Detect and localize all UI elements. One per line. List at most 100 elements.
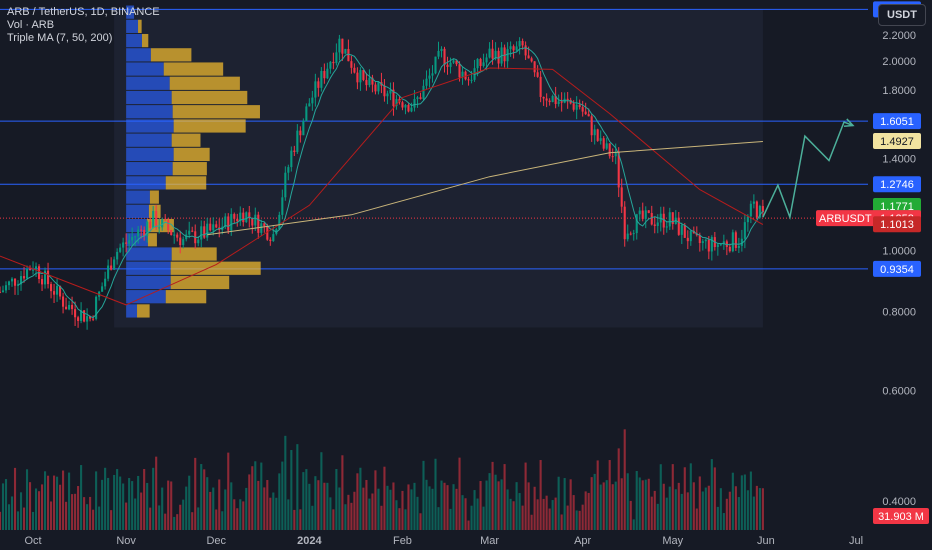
volume-bar bbox=[431, 488, 434, 530]
candle-body bbox=[551, 95, 554, 103]
volume-bar bbox=[263, 487, 266, 530]
candle-body bbox=[164, 219, 167, 221]
y-tick-label: 0.6000 bbox=[882, 385, 916, 397]
volume-bar bbox=[77, 486, 80, 530]
candle-body bbox=[80, 310, 83, 321]
volume-bar bbox=[89, 496, 92, 530]
volume-bar bbox=[137, 475, 140, 530]
volume-bar bbox=[545, 495, 548, 530]
volume-indicator-label[interactable]: Vol · ARB bbox=[7, 19, 55, 31]
volume-bar bbox=[587, 492, 590, 530]
volume-bar bbox=[68, 472, 71, 530]
candle-body bbox=[515, 46, 518, 51]
volume-bar bbox=[581, 504, 584, 530]
candle-body bbox=[479, 58, 482, 66]
volume-bar bbox=[74, 493, 77, 530]
volume-bar bbox=[656, 503, 659, 530]
candle-body bbox=[170, 230, 173, 236]
candle-body bbox=[644, 210, 647, 219]
vp-sell-bar bbox=[172, 105, 260, 119]
candle-body bbox=[203, 226, 206, 238]
volume-bar bbox=[28, 482, 32, 530]
candle-body bbox=[53, 291, 56, 295]
volume-bar bbox=[416, 496, 419, 530]
candle-body bbox=[749, 203, 752, 217]
vp-buy-bar bbox=[126, 5, 135, 19]
currency-button[interactable]: USDT bbox=[878, 4, 926, 26]
volume-bar bbox=[275, 497, 278, 530]
volume-bar bbox=[170, 481, 173, 530]
candle-body bbox=[257, 214, 260, 233]
candle-body bbox=[365, 79, 368, 86]
candle-body bbox=[755, 201, 758, 218]
volume-bar bbox=[290, 450, 293, 530]
volume-bar bbox=[494, 474, 497, 530]
candle-body bbox=[731, 232, 734, 252]
candle-body bbox=[683, 224, 686, 238]
candle-body bbox=[605, 143, 608, 149]
candle-body bbox=[509, 46, 512, 50]
volume-bar bbox=[509, 498, 512, 530]
candle-body bbox=[668, 212, 671, 227]
volume-bar bbox=[281, 461, 284, 530]
ma-indicator-label[interactable]: Triple MA (7, 50, 200) bbox=[7, 32, 113, 44]
volume-bar bbox=[641, 480, 644, 530]
volume-bar bbox=[506, 489, 509, 530]
candle-body bbox=[623, 206, 626, 240]
volume-bar bbox=[212, 487, 215, 530]
candle-body bbox=[7, 281, 11, 286]
candle-body bbox=[680, 224, 683, 235]
volume-bar bbox=[302, 472, 305, 530]
candle-body bbox=[503, 47, 506, 62]
candle-body bbox=[233, 214, 236, 219]
x-tick-label: Jun bbox=[757, 535, 775, 547]
candle-body bbox=[413, 99, 416, 108]
candle-body bbox=[10, 278, 14, 282]
candle-body bbox=[572, 103, 575, 110]
candle-body bbox=[455, 60, 458, 65]
candle-body bbox=[476, 58, 479, 69]
volume-bar bbox=[146, 482, 149, 530]
volume-bar bbox=[704, 487, 707, 530]
volume-bar bbox=[590, 477, 593, 530]
volume-bar bbox=[128, 478, 131, 530]
candle-body bbox=[407, 104, 410, 112]
candle-body bbox=[86, 316, 89, 322]
candle-body bbox=[305, 106, 308, 122]
candle-body bbox=[722, 241, 725, 245]
volume-bar bbox=[40, 484, 44, 530]
candle-body bbox=[437, 50, 440, 57]
candle-body bbox=[737, 245, 740, 248]
candle-body bbox=[497, 50, 500, 64]
volume-bar bbox=[308, 483, 311, 530]
volume-bar bbox=[71, 494, 74, 530]
volume-bar bbox=[740, 475, 743, 530]
candle-body bbox=[110, 265, 113, 270]
candle-body bbox=[740, 238, 743, 246]
volume-bar bbox=[437, 507, 440, 530]
candle-body bbox=[650, 212, 653, 225]
candle-body bbox=[101, 286, 104, 292]
volume-bar bbox=[344, 504, 347, 530]
candle-body bbox=[302, 121, 305, 136]
vp-buy-bar bbox=[126, 90, 172, 105]
candle-body bbox=[512, 46, 515, 51]
volume-bar bbox=[527, 482, 530, 530]
volume-bar bbox=[434, 458, 437, 530]
candle-body bbox=[353, 67, 356, 73]
ma200-price-label: 1.4927 bbox=[880, 136, 914, 148]
volume-bar bbox=[398, 508, 401, 530]
volume-bar bbox=[617, 448, 620, 530]
candle-body bbox=[374, 84, 377, 92]
volume-bar bbox=[554, 497, 557, 530]
candle-body bbox=[320, 71, 323, 88]
candle-body bbox=[59, 285, 62, 297]
volume-bar bbox=[515, 482, 518, 530]
candle-body bbox=[4, 285, 8, 291]
candle-body bbox=[299, 130, 302, 136]
candle-body bbox=[224, 216, 227, 227]
volume-bar bbox=[158, 505, 161, 530]
candle-body bbox=[22, 276, 26, 279]
volume-bar bbox=[125, 502, 128, 530]
